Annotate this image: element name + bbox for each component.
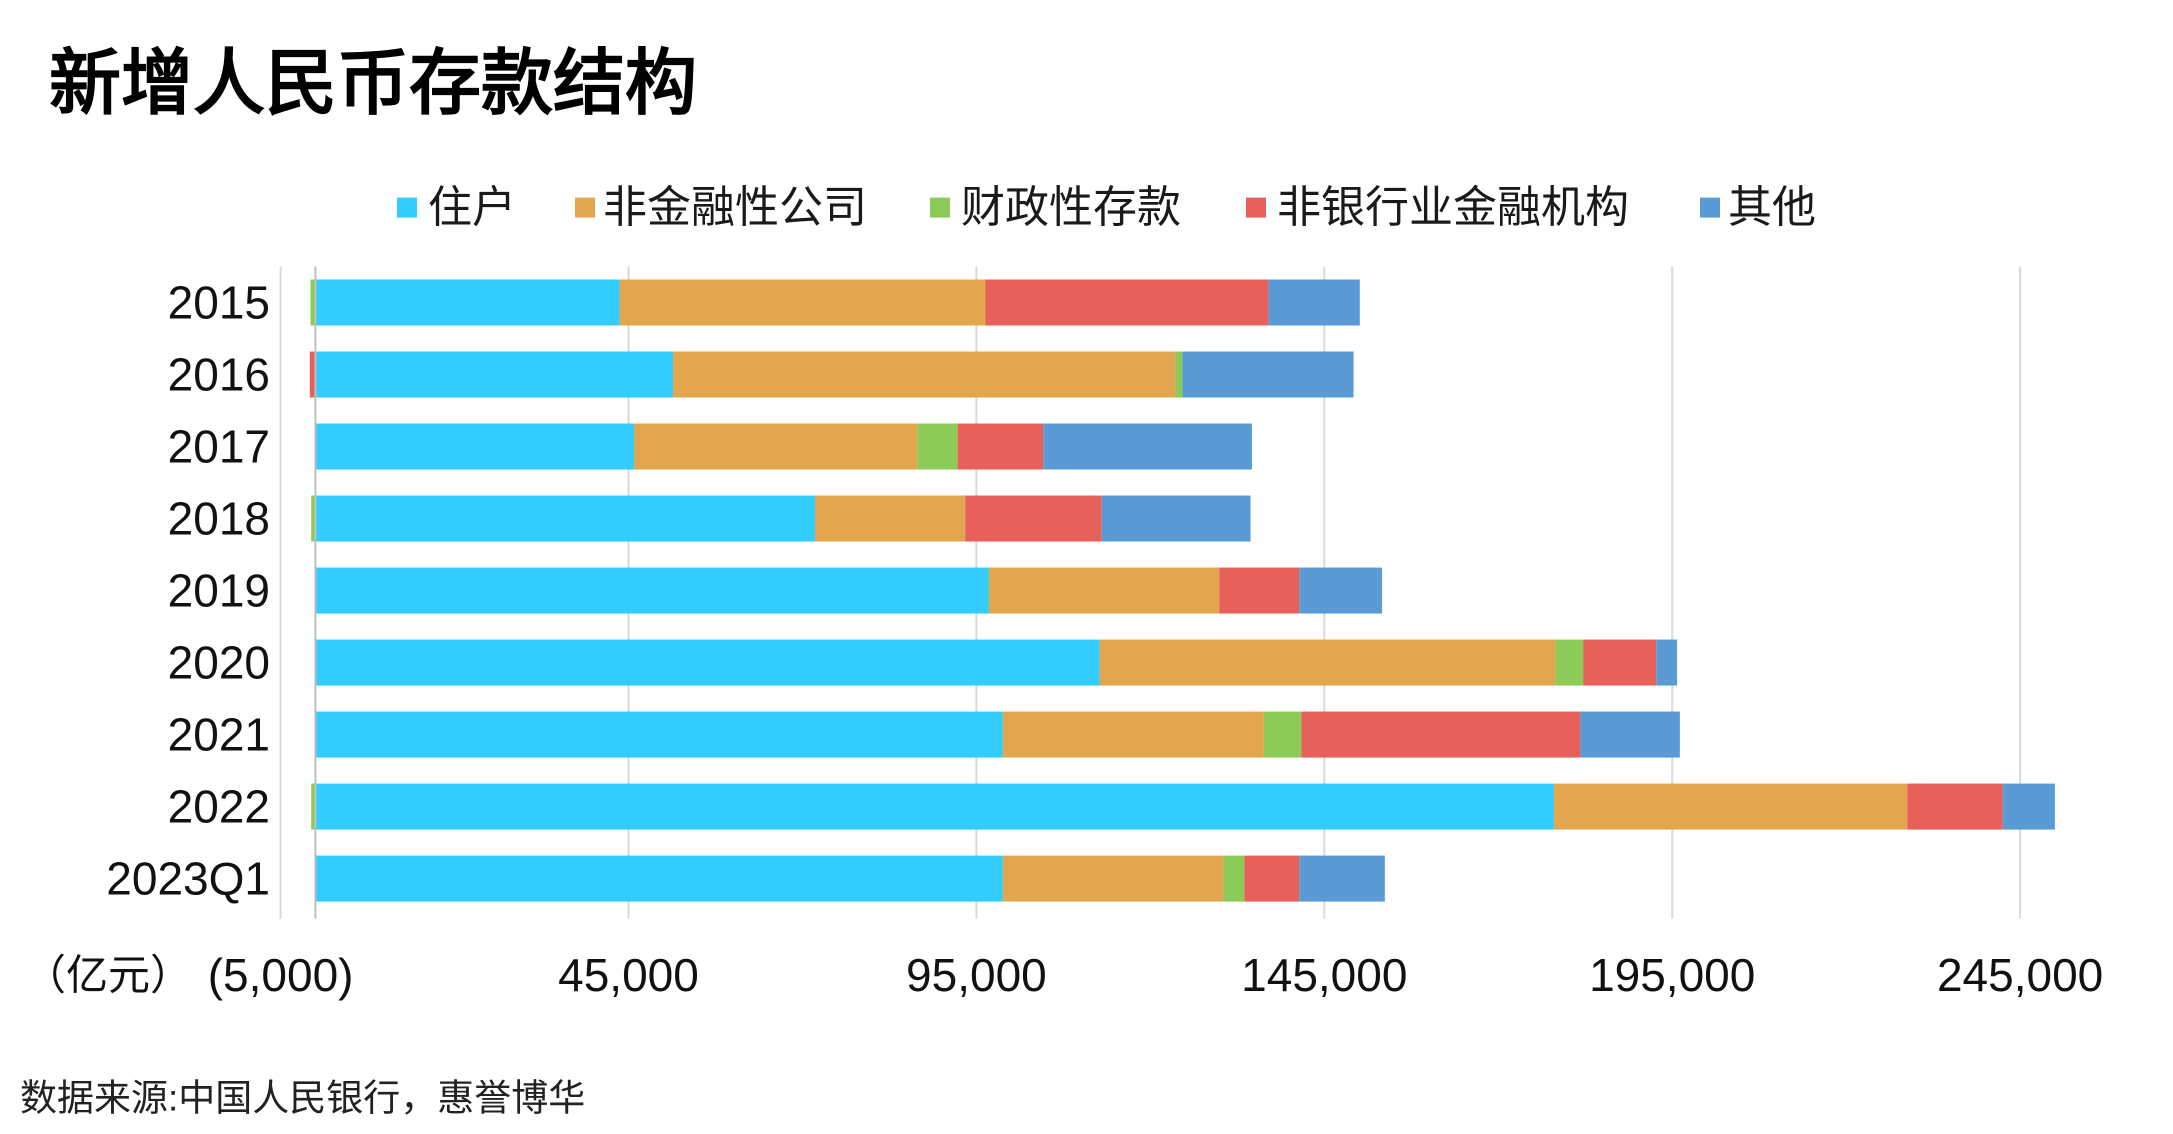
x-tick-label-5: 245,000 <box>1937 949 2103 1001</box>
legend-item-nonbank-fi: 非银行业金融机构 <box>1246 183 1629 232</box>
legend-item-fiscal: 财政性存款 <box>930 183 1181 232</box>
bar-2016-fiscal <box>1175 351 1183 398</box>
bar-2023q1-fiscal <box>1223 855 1245 902</box>
source-note: 数据来源:中国人民银行，惠誉博华 <box>20 1078 585 1119</box>
bar-2020-other <box>1656 639 1678 686</box>
bar-2016-household <box>315 351 674 398</box>
bar-2015-household <box>315 279 620 326</box>
bar-2017-fiscal <box>917 423 958 470</box>
category-label-2022: 2022 <box>168 781 270 833</box>
legend-label-fiscal: 财政性存款 <box>961 183 1181 232</box>
legend-swatch-nonbank-fi <box>1246 197 1266 218</box>
legend: 住户 非金融性公司 财政性存款 非银行业金融机构 其他 <box>397 183 1816 232</box>
bar-2022-nonfinancial-corp <box>1553 783 1908 830</box>
category-label-2021: 2021 <box>168 709 270 761</box>
bar-2020-fiscal <box>1555 639 1584 686</box>
category-label-2020: 2020 <box>168 637 270 689</box>
bar-2022-household <box>315 783 1554 830</box>
x-tick-label-0: (5,000) <box>208 949 354 1001</box>
category-label-2019: 2019 <box>168 565 270 617</box>
bar-2021-household <box>315 711 1003 758</box>
legend-swatch-other <box>1700 197 1720 218</box>
legend-label-other: 其他 <box>1728 183 1816 232</box>
bar-2019-nonfinancial-corp <box>988 567 1220 614</box>
bar-2021-fiscal <box>1263 711 1302 758</box>
category-label-2016: 2016 <box>168 349 270 401</box>
category-label-2018: 2018 <box>168 493 270 545</box>
bar-2016-nonbank-fi <box>309 351 316 398</box>
bar-2022-nonbank-fi <box>1907 783 2003 830</box>
bar-2019-other <box>1299 567 1383 614</box>
legend-item-nonfinancial-corp: 非金融性公司 <box>575 183 867 232</box>
bar-2021-nonfinancial-corp <box>1002 711 1264 758</box>
bar-2015-nonbank-fi <box>985 279 1269 326</box>
bar-2016-other <box>1182 351 1354 398</box>
bar-2015-fiscal <box>310 279 316 326</box>
legend-label-nonfinancial-corp: 非金融性公司 <box>603 183 867 232</box>
legend-swatch-household <box>397 197 417 218</box>
bar-2018-nonfinancial-corp <box>814 495 966 542</box>
x-tick-label-4: 195,000 <box>1589 949 1755 1001</box>
x-tick-label-2: 95,000 <box>906 949 1047 1001</box>
x-tick-label-3: 145,000 <box>1241 949 1407 1001</box>
bar-2022-other <box>2002 783 2055 830</box>
bar-2023q1-nonfinancial-corp <box>1002 855 1224 902</box>
bar-2015-other <box>1268 279 1360 326</box>
legend-label-household: 住户 <box>428 183 516 232</box>
bar-2019-nonbank-fi <box>1219 567 1300 614</box>
bar-2017-nonbank-fi <box>957 423 1044 470</box>
bar-2020-household <box>315 639 1100 686</box>
x-tick-label-1: 45,000 <box>558 949 699 1001</box>
bar-2023q1-household <box>315 855 1003 902</box>
legend-swatch-nonfinancial-corp <box>575 197 595 218</box>
category-label-2023q1: 2023Q1 <box>106 853 270 905</box>
bar-2019-household <box>315 567 989 614</box>
legend-swatch-fiscal <box>930 197 950 218</box>
bar-2022-fiscal <box>311 783 316 830</box>
bar-2017-nonfinancial-corp <box>634 423 918 470</box>
x-unit-label: （亿元） <box>24 952 192 999</box>
bar-2023q1-other <box>1299 855 1385 902</box>
x-tick-labels: (5,000) 45,000 95,000 145,000 195,000 245,000 <box>208 949 2104 1001</box>
category-label-2015: 2015 <box>168 277 270 329</box>
legend-label-nonbank-fi: 非银行业金融机构 <box>1277 183 1629 232</box>
category-label-2017: 2017 <box>168 421 270 473</box>
legend-item-household: 住户 <box>397 183 516 232</box>
bar-2023q1-nonbank-fi <box>1244 855 1300 902</box>
bar-2018-other <box>1101 495 1251 542</box>
bar-2016-nonfinancial-corp <box>673 351 1176 398</box>
bar-2021-nonbank-fi <box>1301 711 1581 758</box>
bar-2018-household <box>315 495 815 542</box>
bar-2015-nonfinancial-corp <box>619 279 986 326</box>
bar-2017-household <box>315 423 635 470</box>
chart-title: 新增人民币存款结构 <box>49 44 697 124</box>
bar-2018-fiscal <box>311 495 316 542</box>
legend-item-other: 其他 <box>1700 183 1816 232</box>
bar-2020-nonbank-fi <box>1583 639 1657 686</box>
bars <box>309 279 2055 902</box>
bar-2020-nonfinancial-corp <box>1099 639 1556 686</box>
category-labels: 2015 2016 2017 2018 2019 2020 2021 2022 2023Q1 <box>106 277 270 905</box>
bar-2021-other <box>1580 711 1680 758</box>
bar-2018-nonbank-fi <box>965 495 1102 542</box>
bar-2017-other <box>1043 423 1252 470</box>
